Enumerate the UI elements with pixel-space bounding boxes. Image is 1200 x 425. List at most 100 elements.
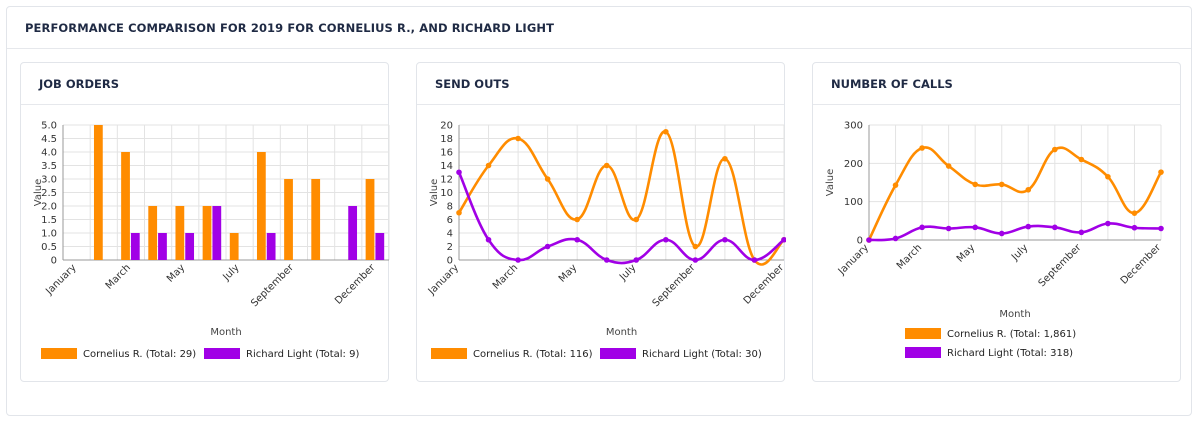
data-point-richard bbox=[485, 236, 492, 243]
data-point-richard bbox=[998, 230, 1005, 237]
bar-cornelius bbox=[202, 206, 212, 260]
y-tick-label: 1.0 bbox=[41, 229, 57, 240]
job-orders-card: JOB ORDERS 0 0.5 1.0 1.5 2.0 2.5 3.0 3.5 4.0 4.5 5… bbox=[20, 62, 390, 382]
data-point-cornelius bbox=[998, 181, 1005, 188]
data-point-cornelius bbox=[633, 216, 640, 223]
data-point-cornelius bbox=[456, 209, 462, 216]
bar-richard bbox=[130, 233, 140, 260]
data-point-cornelius bbox=[663, 128, 669, 135]
y-tick-label: 2.5 bbox=[41, 188, 57, 199]
bar-cornelius bbox=[256, 152, 266, 260]
y-axis-title: Value bbox=[429, 179, 440, 206]
data-point-cornelius bbox=[1131, 210, 1138, 216]
data-point-cornelius bbox=[1025, 186, 1032, 193]
number-of-calls-card: NUMBER OF CALLS 0 100 200 300 January March Ma… bbox=[812, 62, 1181, 382]
data-point-richard bbox=[1158, 225, 1164, 232]
legend-label-richard: Richard Light (Total: 318) bbox=[947, 348, 1073, 359]
x-tick-label: March bbox=[104, 262, 133, 291]
data-point-richard bbox=[1078, 229, 1085, 236]
y-tick-label: 3.0 bbox=[41, 175, 57, 186]
legend-label-richard: Richard Light (Total: 30) bbox=[642, 349, 762, 360]
x-tick-label: December bbox=[333, 262, 378, 307]
data-point-cornelius bbox=[1052, 146, 1058, 153]
y-tick-label: 8 bbox=[447, 202, 453, 213]
y-tick-label: 4.0 bbox=[41, 148, 57, 159]
data-point-richard bbox=[515, 257, 521, 263]
legend-swatch-richard bbox=[905, 347, 941, 358]
data-point-cornelius bbox=[574, 216, 580, 223]
y-tick-label: 0 bbox=[857, 236, 863, 247]
data-point-richard bbox=[456, 169, 462, 176]
data-point-richard bbox=[544, 243, 551, 250]
x-tick-label: September bbox=[249, 262, 296, 309]
x-tick-label: July bbox=[221, 262, 242, 283]
data-point-cornelius bbox=[485, 162, 492, 169]
data-point-richard bbox=[1131, 224, 1138, 231]
y-tick-label: 10 bbox=[440, 188, 453, 199]
data-point-richard bbox=[633, 257, 640, 263]
x-tick-label: September bbox=[1037, 242, 1084, 289]
data-point-richard bbox=[692, 257, 699, 263]
y-tick-label: 16 bbox=[440, 148, 453, 159]
x-tick-label: December bbox=[1119, 242, 1164, 287]
panel-header: PERFORMANCE COMPARISON FOR 2019 FOR CORN… bbox=[7, 7, 1191, 49]
number-of-calls-chart: 0 100 200 300 January March May July September De… bbox=[825, 121, 1164, 359]
bar-richard bbox=[212, 206, 222, 260]
data-point-richard bbox=[866, 237, 872, 243]
legend-label-cornelius: Cornelius R. (Total: 1,861) bbox=[947, 329, 1076, 340]
data-point-cornelius bbox=[945, 163, 952, 169]
data-point-cornelius bbox=[1158, 169, 1164, 175]
y-tick-label: 1.5 bbox=[41, 215, 57, 226]
bar-richard bbox=[266, 233, 276, 260]
bar-cornelius bbox=[121, 152, 130, 260]
bar-richard bbox=[158, 233, 167, 260]
legend-swatch-cornelius bbox=[905, 328, 941, 339]
y-axis-title: Value bbox=[825, 169, 836, 196]
y-tick-label: 6 bbox=[447, 215, 453, 226]
x-tick-label: March bbox=[491, 262, 520, 291]
data-point-richard bbox=[919, 224, 925, 231]
y-tick-label: 12 bbox=[440, 175, 453, 186]
y-tick-label: 14 bbox=[440, 161, 453, 172]
y-tick-label: 18 bbox=[440, 134, 453, 145]
y-tick-label: 0 bbox=[447, 256, 453, 267]
x-tick-label: May bbox=[955, 242, 977, 264]
bar-richard bbox=[348, 206, 358, 260]
page-title: PERFORMANCE COMPARISON FOR 2019 FOR CORN… bbox=[25, 20, 555, 35]
data-point-cornelius bbox=[515, 135, 521, 142]
y-tick-label: 3.5 bbox=[41, 161, 57, 172]
y-axis-title: Value bbox=[33, 179, 44, 206]
series-line-cornelius bbox=[867, 146, 1163, 241]
data-point-richard bbox=[972, 224, 978, 231]
y-tick-label: 0.5 bbox=[41, 242, 57, 253]
x-axis-title: Month bbox=[606, 327, 637, 338]
data-point-richard bbox=[1025, 223, 1032, 230]
y-tick-label: 20 bbox=[440, 121, 453, 132]
x-axis-title: Month bbox=[999, 309, 1030, 320]
x-tick-label: March bbox=[895, 242, 924, 271]
number-of-calls-header: NUMBER OF CALLS bbox=[813, 63, 1180, 105]
bar-cornelius bbox=[311, 179, 321, 260]
legend-swatch-richard bbox=[204, 348, 240, 359]
job-orders-chart: 0 0.5 1.0 1.5 2.0 2.5 3.0 3.5 4.0 4.5 5.0 January Ma… bbox=[33, 121, 390, 360]
x-tick-label: July bbox=[617, 262, 638, 283]
bar-cornelius bbox=[284, 179, 293, 260]
bar-cornelius bbox=[148, 206, 158, 260]
legend-label-cornelius: Cornelius R. (Total: 116) bbox=[473, 349, 593, 360]
data-point-cornelius bbox=[692, 243, 699, 250]
x-tick-label: January bbox=[426, 262, 461, 297]
x-axis-title: Month bbox=[210, 327, 241, 338]
data-point-richard bbox=[892, 235, 899, 242]
data-point-cornelius bbox=[972, 181, 978, 188]
legend-swatch-cornelius bbox=[41, 348, 77, 359]
job-orders-title: JOB ORDERS bbox=[39, 76, 119, 91]
job-orders-header: JOB ORDERS bbox=[21, 63, 388, 105]
legend-swatch-cornelius bbox=[431, 348, 467, 359]
bar-cornelius bbox=[365, 179, 375, 260]
bar-cornelius bbox=[229, 233, 239, 260]
send-outs-title: SEND OUTS bbox=[435, 76, 510, 91]
x-tick-label: September bbox=[651, 262, 698, 309]
y-tick-label: 2 bbox=[447, 242, 453, 253]
data-point-richard bbox=[574, 236, 580, 243]
data-point-cornelius bbox=[544, 176, 551, 182]
